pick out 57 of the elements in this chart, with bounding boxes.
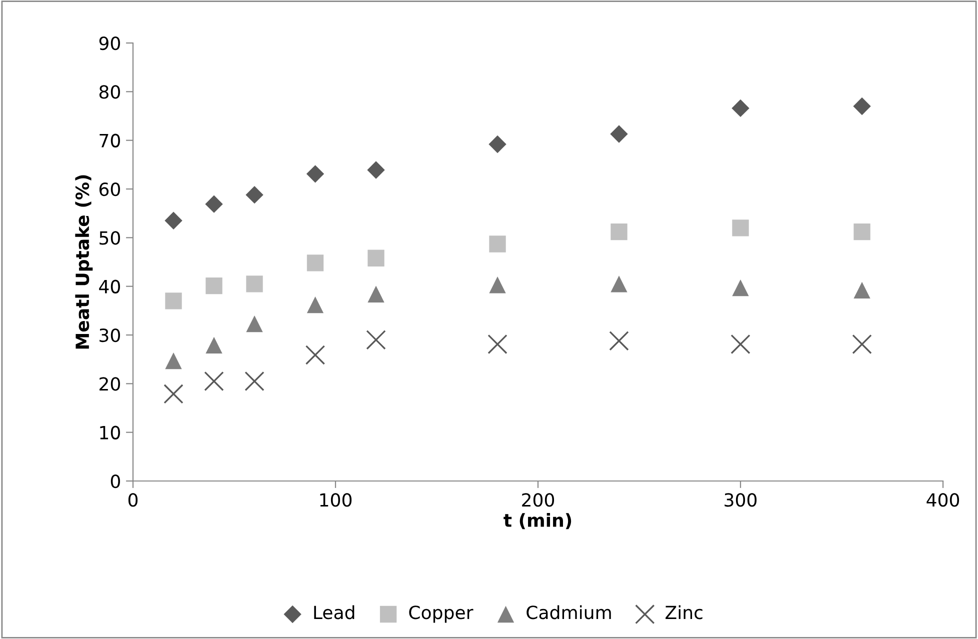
point: [368, 250, 384, 266]
point: [204, 371, 224, 392]
y-tick-label: 60: [99, 182, 120, 196]
y-tick-label: 40: [99, 280, 120, 294]
y-tick-label: 10: [100, 426, 120, 440]
point: [165, 352, 182, 370]
point: [368, 286, 384, 302]
x-tick-label: 200: [522, 493, 554, 507]
point: [489, 236, 506, 252]
point: [610, 125, 628, 143]
point: [854, 223, 870, 240]
y-tick-label: 50: [100, 231, 120, 245]
point: [164, 212, 182, 230]
legend-label: Cadmium: [526, 605, 611, 620]
point: [610, 276, 628, 292]
x-axis-title: t (min): [504, 513, 572, 530]
point: [853, 97, 871, 116]
point: [306, 296, 324, 314]
point: [366, 330, 386, 350]
point: [609, 330, 629, 351]
point: [852, 334, 872, 354]
point: [165, 292, 182, 310]
x-tick-label: 0: [128, 493, 138, 507]
point: [305, 345, 326, 365]
legend-label: Zinc: [666, 605, 702, 620]
y-axis-title: Meatl Uptake (%): [75, 175, 93, 349]
x-tick-label: 400: [926, 493, 960, 507]
point: [306, 254, 324, 272]
y-tick-label: 30: [100, 328, 120, 342]
point: [246, 186, 264, 204]
point: [306, 165, 324, 183]
y-tick-label: 20: [100, 377, 120, 391]
x-tick-label: 300: [724, 493, 757, 507]
point: [246, 315, 263, 332]
point: [246, 276, 263, 292]
point: [205, 195, 223, 213]
point: [206, 336, 222, 354]
point: [489, 276, 506, 294]
legend-label: Lead: [314, 605, 354, 620]
y-tick-label: 0: [110, 474, 120, 488]
legend-label: Copper: [409, 606, 474, 623]
y-tick-label: 70: [100, 134, 120, 148]
point: [164, 384, 184, 404]
point: [730, 334, 750, 354]
point: [732, 279, 749, 296]
y-tick-label: 90: [99, 36, 120, 50]
point: [610, 223, 628, 240]
point: [206, 278, 222, 294]
point: [732, 99, 750, 118]
point: [488, 135, 506, 154]
point: [244, 371, 264, 392]
point: [854, 282, 870, 299]
point: [732, 220, 749, 236]
point: [367, 161, 385, 179]
y-tick-label: 80: [99, 85, 120, 99]
point: [488, 334, 508, 354]
x-tick-label: 100: [320, 493, 352, 507]
